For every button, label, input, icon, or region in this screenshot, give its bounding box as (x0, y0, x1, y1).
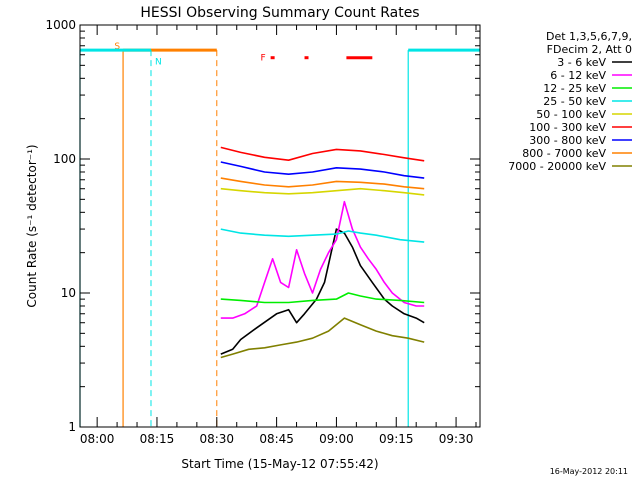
y-tick-label: 100 (53, 152, 76, 166)
legend-entry-label: 50 - 100 keV (536, 108, 606, 121)
legend-entry-label: 25 - 50 keV (543, 95, 606, 108)
series-line (220, 292, 425, 304)
x-tick-label: 09:00 (319, 432, 354, 446)
flare-label: F (260, 54, 265, 64)
axes-layer: 08:00 08:15 08:30 08:45 09:00 09:15 09:30 1 10 10… (45, 18, 480, 446)
series-line (220, 161, 425, 179)
legend-header: Det 1,3,5,6,7,9, (546, 30, 632, 43)
x-axis-label: Start Time (15-May-12 07:55:42) (181, 457, 378, 471)
x-tick-label: 09:15 (379, 432, 414, 446)
series-line (220, 200, 425, 319)
y-axis-label: Count Rate (s⁻¹ detector⁻¹) (25, 144, 39, 307)
series-line (220, 228, 425, 243)
legend-entry-label: 12 - 25 keV (543, 82, 606, 95)
night-label: N (155, 57, 162, 67)
footer-timestamp: 16-May-2012 20:11 (550, 467, 628, 476)
legend-entry-label: 7000 - 20000 keV (508, 160, 606, 173)
legend-entry-label: 300 - 800 keV (529, 134, 606, 147)
saa-label: S (114, 42, 120, 52)
x-tick-label: 09:30 (439, 432, 474, 446)
y-tick-label: 10 (61, 286, 76, 300)
legend-entry-label: 100 - 300 keV (529, 121, 606, 134)
chart-title: HESSI Observing Summary Count Rates (140, 5, 419, 21)
legend-header: FDecim 2, Att 0 (547, 43, 632, 56)
series-line (220, 317, 425, 359)
y-tick-label: 1 (68, 420, 76, 434)
series-line (220, 177, 425, 190)
series-layer (220, 146, 425, 359)
series-line (220, 187, 425, 196)
series-line (220, 146, 425, 162)
legend-entry-label: 800 - 7000 keV (522, 147, 606, 160)
x-tick-label: 08:15 (140, 432, 175, 446)
x-tick-label: 08:45 (259, 432, 294, 446)
y-tick-label: 1000 (45, 18, 76, 32)
x-tick-label: 08:00 (80, 432, 115, 446)
legend-entry-label: 6 - 12 keV (550, 69, 606, 82)
legend: Det 1,3,5,6,7,9,FDecim 2, Att 03 - 6 keV… (508, 30, 632, 173)
x-tick-label: 08:30 (199, 432, 234, 446)
plot-frame (79, 24, 481, 428)
legend-entry-label: 3 - 6 keV (557, 56, 606, 69)
